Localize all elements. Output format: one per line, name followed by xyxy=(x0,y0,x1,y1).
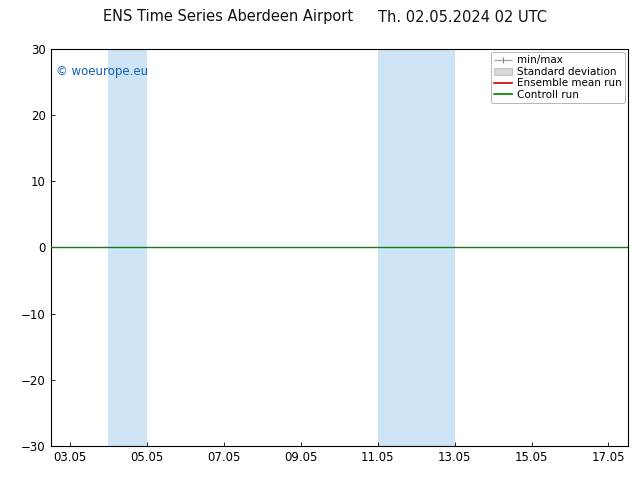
Bar xyxy=(378,49,455,446)
Text: ENS Time Series Aberdeen Airport: ENS Time Series Aberdeen Airport xyxy=(103,9,353,24)
Text: © woeurope.eu: © woeurope.eu xyxy=(56,65,148,78)
Text: Th. 02.05.2024 02 UTC: Th. 02.05.2024 02 UTC xyxy=(378,9,547,24)
Title: ENS Time Series Aberdeen Airport      Th. 02.05.2024 02 UTC: ENS Time Series Aberdeen Airport Th. 02.… xyxy=(0,489,1,490)
Bar xyxy=(108,49,147,446)
Legend: min/max, Standard deviation, Ensemble mean run, Controll run: min/max, Standard deviation, Ensemble me… xyxy=(491,52,624,103)
